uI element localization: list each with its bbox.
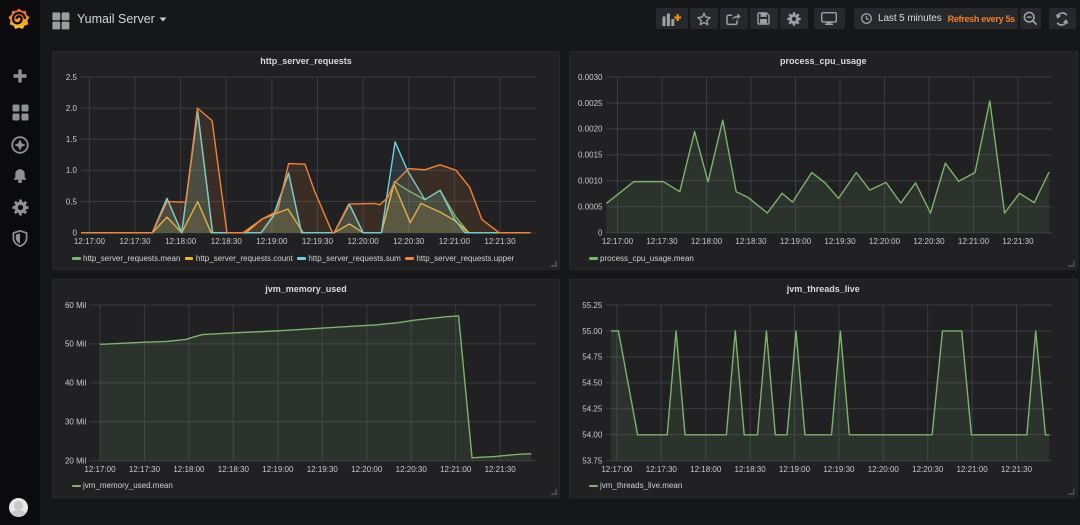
svg-text:0.0005: 0.0005: [578, 203, 603, 212]
svg-text:12:19:30: 12:19:30: [302, 237, 334, 246]
svg-text:12:20:30: 12:20:30: [396, 465, 428, 474]
svg-text:12:19:00: 12:19:00: [256, 237, 288, 246]
svg-text:12:20:30: 12:20:30: [393, 237, 425, 246]
svg-text:20 Mil: 20 Mil: [65, 456, 87, 465]
svg-text:12:20:00: 12:20:00: [869, 237, 901, 246]
svg-text:12:21:00: 12:21:00: [958, 237, 990, 246]
svg-text:60 Mil: 60 Mil: [65, 300, 87, 309]
svg-text:55.25: 55.25: [582, 300, 603, 309]
svg-text:12:18:00: 12:18:00: [165, 237, 197, 246]
svg-text:1.5: 1.5: [66, 135, 78, 144]
svg-text:12:18:00: 12:18:00: [690, 465, 722, 474]
svg-text:40 Mil: 40 Mil: [65, 378, 87, 387]
svg-text:12:19:00: 12:19:00: [780, 237, 812, 246]
svg-text:12:21:30: 12:21:30: [485, 465, 517, 474]
svg-text:54.75: 54.75: [582, 352, 603, 361]
svg-text:54.00: 54.00: [582, 430, 603, 439]
svg-text:12:19:30: 12:19:30: [307, 465, 339, 474]
svg-text:30 Mil: 30 Mil: [65, 417, 87, 426]
svg-text:12:17:30: 12:17:30: [129, 465, 161, 474]
svg-text:2.5: 2.5: [66, 73, 78, 82]
svg-text:12:17:00: 12:17:00: [84, 465, 116, 474]
svg-text:54.25: 54.25: [582, 404, 603, 413]
svg-text:0: 0: [73, 229, 78, 238]
svg-text:12:20:30: 12:20:30: [913, 237, 945, 246]
svg-text:1.0: 1.0: [66, 166, 78, 175]
svg-text:12:18:30: 12:18:30: [735, 465, 767, 474]
svg-text:0.0030: 0.0030: [578, 73, 603, 82]
svg-text:12:19:00: 12:19:00: [262, 465, 294, 474]
svg-text:0.0020: 0.0020: [578, 125, 603, 134]
svg-text:0.5: 0.5: [66, 197, 78, 206]
svg-text:12:18:00: 12:18:00: [691, 237, 723, 246]
svg-text:50 Mil: 50 Mil: [65, 339, 87, 348]
svg-text:12:21:30: 12:21:30: [1002, 237, 1034, 246]
svg-text:12:20:00: 12:20:00: [348, 237, 380, 246]
svg-text:53.75: 53.75: [582, 456, 603, 465]
svg-text:12:20:00: 12:20:00: [868, 465, 900, 474]
svg-text:0.0015: 0.0015: [578, 151, 603, 160]
svg-text:12:17:00: 12:17:00: [601, 465, 633, 474]
svg-text:12:17:00: 12:17:00: [74, 237, 106, 246]
svg-text:12:17:30: 12:17:30: [646, 465, 678, 474]
svg-text:12:21:00: 12:21:00: [957, 465, 989, 474]
svg-text:12:20:00: 12:20:00: [351, 465, 383, 474]
svg-text:54.50: 54.50: [582, 378, 603, 387]
svg-text:12:19:30: 12:19:30: [823, 465, 855, 474]
svg-text:12:18:30: 12:18:30: [211, 237, 243, 246]
svg-text:12:17:30: 12:17:30: [119, 237, 151, 246]
svg-text:12:18:30: 12:18:30: [218, 465, 250, 474]
svg-text:12:17:00: 12:17:00: [602, 237, 634, 246]
svg-text:12:17:30: 12:17:30: [646, 237, 678, 246]
svg-text:0.0025: 0.0025: [578, 99, 603, 108]
svg-text:12:19:00: 12:19:00: [779, 465, 811, 474]
svg-text:12:18:30: 12:18:30: [735, 237, 767, 246]
svg-text:12:19:30: 12:19:30: [824, 237, 856, 246]
svg-text:12:21:00: 12:21:00: [440, 465, 472, 474]
svg-text:12:20:30: 12:20:30: [912, 465, 944, 474]
svg-text:12:18:00: 12:18:00: [173, 465, 205, 474]
svg-text:0.0010: 0.0010: [578, 177, 603, 186]
svg-text:12:21:30: 12:21:30: [1001, 465, 1033, 474]
svg-text:12:21:00: 12:21:00: [439, 237, 471, 246]
svg-text:55.00: 55.00: [582, 326, 603, 335]
svg-text:0: 0: [598, 229, 603, 238]
svg-text:2.0: 2.0: [66, 104, 78, 113]
svg-text:12:21:30: 12:21:30: [484, 237, 516, 246]
